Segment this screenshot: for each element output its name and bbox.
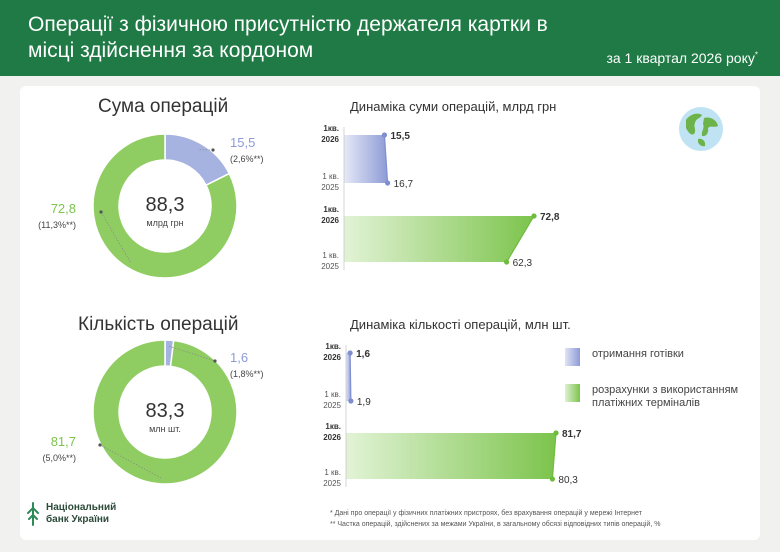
amount-donut-slice-terminals bbox=[92, 133, 238, 279]
count-donut-value-label-terminals: 81,7 bbox=[51, 434, 76, 449]
count-dyn-period-current-line1-terminals: 1кв. bbox=[325, 422, 341, 431]
amount-dyn-value-cash-current: 15,5 bbox=[390, 131, 410, 142]
legend-item-cash: отримання готівки bbox=[565, 348, 762, 366]
footnote-1: * Дані про операції у фізичних платіжних… bbox=[330, 510, 642, 517]
count-dyn-edge-cash bbox=[349, 352, 352, 402]
count-dyn-band-cash bbox=[346, 353, 351, 401]
count-dyn-value-terminals-previous: 80,3 bbox=[558, 475, 578, 486]
count-donut-share-label-terminals: (5,0%**) bbox=[42, 453, 76, 463]
count-dyn-value-cash-current: 1,6 bbox=[356, 349, 370, 360]
count-donut-leader-dot-cash bbox=[213, 359, 217, 363]
count-dyn-point-cash-current bbox=[347, 350, 353, 356]
count-dyn-edge-terminals bbox=[551, 432, 557, 480]
header-banner: Операції з фізичною присутністю держател… bbox=[0, 0, 780, 76]
count-donut-leader-dot-terminals bbox=[98, 443, 102, 447]
nbu-logo-line1: Національний bbox=[46, 502, 117, 513]
count-dyn-period-previous-line2-terminals: 2025 bbox=[323, 479, 341, 488]
amount-donut-share-label-cash: (2,6%**) bbox=[230, 154, 264, 164]
count-dyn-point-cash-previous bbox=[348, 398, 354, 404]
count-dyn-period-previous-line1-terminals: 1 кв. bbox=[324, 468, 341, 477]
count-donut-slice-terminals bbox=[92, 339, 238, 485]
amount-dyn-point-terminals-current bbox=[531, 213, 537, 219]
count-donut-share-label-cash: (1,8%**) bbox=[230, 369, 264, 379]
legend-item-terminals: розрахунки з використанням платіжних тер… bbox=[565, 384, 762, 410]
globe-icon bbox=[679, 107, 723, 151]
count-dyn-period-previous-line1-cash: 1 кв. bbox=[324, 390, 341, 399]
count-dyn-point-terminals-previous bbox=[549, 476, 556, 482]
count-dyn-period-current-line2-terminals: 2026 bbox=[323, 433, 341, 442]
count-bar-chart-title: Динаміка кількості операцій, млн шт. bbox=[350, 317, 571, 332]
amount-donut-value-label-terminals: 72,8 bbox=[51, 201, 76, 216]
amount-donut-leader-terminals bbox=[100, 211, 131, 263]
count-donut-center-value: 83,3 bbox=[146, 400, 185, 422]
amount-dyn-value-terminals-previous: 62,3 bbox=[513, 258, 533, 269]
nbu-logo: Національний банк України bbox=[26, 502, 116, 526]
period-footnote-mark: * bbox=[754, 50, 758, 60]
amount-section-title: Сума операцій bbox=[98, 96, 229, 117]
count-dyn-value-terminals-current: 81,7 bbox=[562, 429, 582, 440]
legend-label-terminals: розрахунки з використанням платіжних тер… bbox=[592, 384, 739, 409]
count-donut-center-unit: млн шт. bbox=[149, 424, 181, 434]
count-dyn-period-current-line2-cash: 2026 bbox=[323, 353, 341, 362]
count-dyn-period-previous-line2-cash: 2025 bbox=[323, 401, 341, 410]
count-dyn-band-terminals bbox=[346, 433, 556, 479]
amount-dyn-period-previous-line2-cash: 2025 bbox=[321, 183, 339, 192]
amount-dyn-point-cash-current bbox=[381, 132, 388, 138]
amount-dyn-point-terminals-previous bbox=[503, 259, 510, 265]
count-donut-value-label-cash: 1,6 bbox=[230, 350, 248, 365]
nbu-logo-text: Національний банк України bbox=[46, 502, 116, 526]
amount-dyn-value-terminals-current: 72,8 bbox=[540, 212, 560, 223]
legend-swatch-terminals bbox=[565, 384, 580, 402]
period-text: за 1 квартал 2026 року bbox=[606, 50, 755, 66]
count-dyn-value-cash-previous: 1,9 bbox=[357, 397, 371, 408]
count-dyn-period-current-line1-cash: 1кв. bbox=[325, 342, 341, 351]
count-dyn-point-terminals-current bbox=[553, 430, 559, 436]
amount-dyn-period-current-line1-cash: 1кв. bbox=[323, 124, 339, 133]
nbu-logo-line2: банк України bbox=[46, 514, 110, 525]
amount-dyn-period-previous-line2-terminals: 2025 bbox=[321, 262, 339, 271]
amount-dyn-band-terminals bbox=[344, 216, 534, 262]
amount-bar-chart-title: Динаміка суми операцій, млрд грн bbox=[350, 99, 557, 114]
count-donut-leader-cash bbox=[168, 345, 216, 362]
amount-dyn-value-cash-previous: 16,7 bbox=[394, 179, 414, 190]
amount-donut-center-value: 88,3 bbox=[146, 194, 185, 216]
footnote-2: ** Частка операцій, здійснених за межами… bbox=[330, 521, 661, 528]
count-section-title: Кількість операцій bbox=[78, 314, 239, 335]
amount-donut-center-unit: млрд грн bbox=[146, 218, 183, 228]
amount-donut-value-label-cash: 15,5 bbox=[230, 135, 255, 150]
count-donut-leader-terminals bbox=[99, 444, 162, 479]
amount-dyn-period-current-line2-terminals: 2026 bbox=[321, 216, 339, 225]
amount-dyn-period-previous-line1-terminals: 1 кв. bbox=[322, 251, 339, 260]
amount-dyn-period-current-line2-cash: 2026 bbox=[321, 135, 339, 144]
page-title: Операції з фізичною присутністю держател… bbox=[28, 13, 548, 62]
legend-label-cash: отримання готівки bbox=[592, 348, 684, 360]
amount-donut-leader-dot-cash bbox=[211, 148, 215, 152]
amount-dyn-edge-cash bbox=[383, 134, 389, 184]
amount-dyn-period-current-line1-terminals: 1кв. bbox=[323, 205, 339, 214]
amount-dyn-period-previous-line1-cash: 1 кв. bbox=[322, 172, 339, 181]
amount-dyn-band-cash bbox=[344, 135, 388, 183]
amount-dyn-point-cash-previous bbox=[384, 180, 391, 186]
amount-donut-share-label-terminals: (11,3%**) bbox=[38, 220, 76, 230]
nbu-logo-icon bbox=[27, 502, 39, 526]
amount-dyn-edge-terminals bbox=[506, 215, 535, 263]
legend-swatch-cash bbox=[565, 348, 580, 366]
period-subtitle: за 1 квартал 2026 року* bbox=[606, 50, 758, 66]
amount-donut-leader-dot-terminals bbox=[99, 210, 103, 214]
